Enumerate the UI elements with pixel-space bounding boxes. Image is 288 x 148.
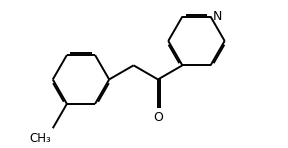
Text: O: O: [153, 111, 163, 124]
Text: CH₃: CH₃: [29, 132, 51, 145]
Text: N: N: [213, 10, 223, 23]
